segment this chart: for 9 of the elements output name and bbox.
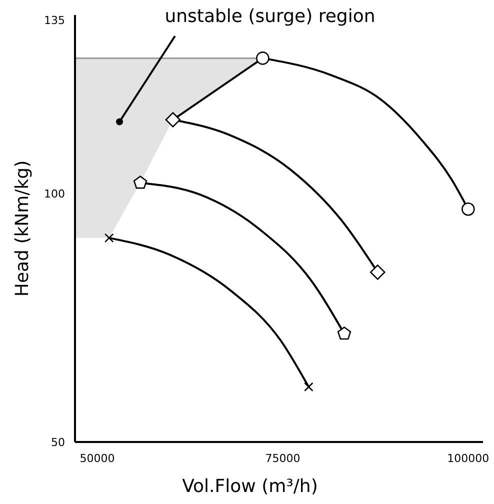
y-tick-label: 135 (44, 14, 65, 27)
x-axis-title: Vol.Flow (m³/h) (182, 476, 318, 497)
x-tick-label: 50000 (80, 452, 115, 465)
y-tick-label: 100 (44, 188, 65, 201)
x-tick-label: 75000 (265, 452, 300, 465)
y-tick-label: 50 (51, 436, 65, 449)
x-tick-label: 100000 (447, 452, 490, 465)
y-axis-title: Head (kNm/kg) (12, 160, 33, 297)
annotation: unstable (surge) region (164, 6, 376, 27)
